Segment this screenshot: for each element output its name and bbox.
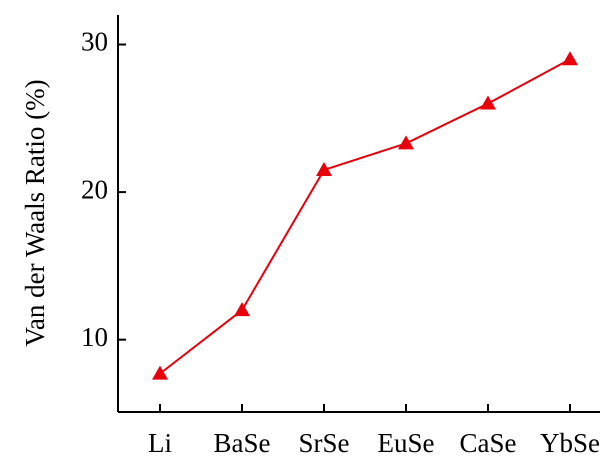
x-tick-label: CaSe: [460, 428, 517, 458]
x-tick-label: SrSe: [298, 428, 349, 458]
x-tick-label: BaSe: [214, 428, 271, 458]
marker: [480, 95, 496, 110]
y-tick-label: 20: [81, 174, 108, 204]
marker: [316, 161, 332, 176]
marker: [152, 365, 168, 380]
y-axis-label: Van der Waals Ratio (%): [20, 79, 50, 346]
x-tick-label: YbSe: [540, 428, 600, 458]
y-tick-label: 30: [81, 27, 108, 57]
line: [159, 58, 571, 375]
marker: [398, 135, 414, 150]
y-tick-label: 10: [81, 322, 108, 352]
x-tick-label: EuSe: [378, 428, 435, 458]
x-tick-label: Li: [148, 428, 172, 458]
marker: [562, 51, 578, 66]
marker: [234, 302, 250, 317]
